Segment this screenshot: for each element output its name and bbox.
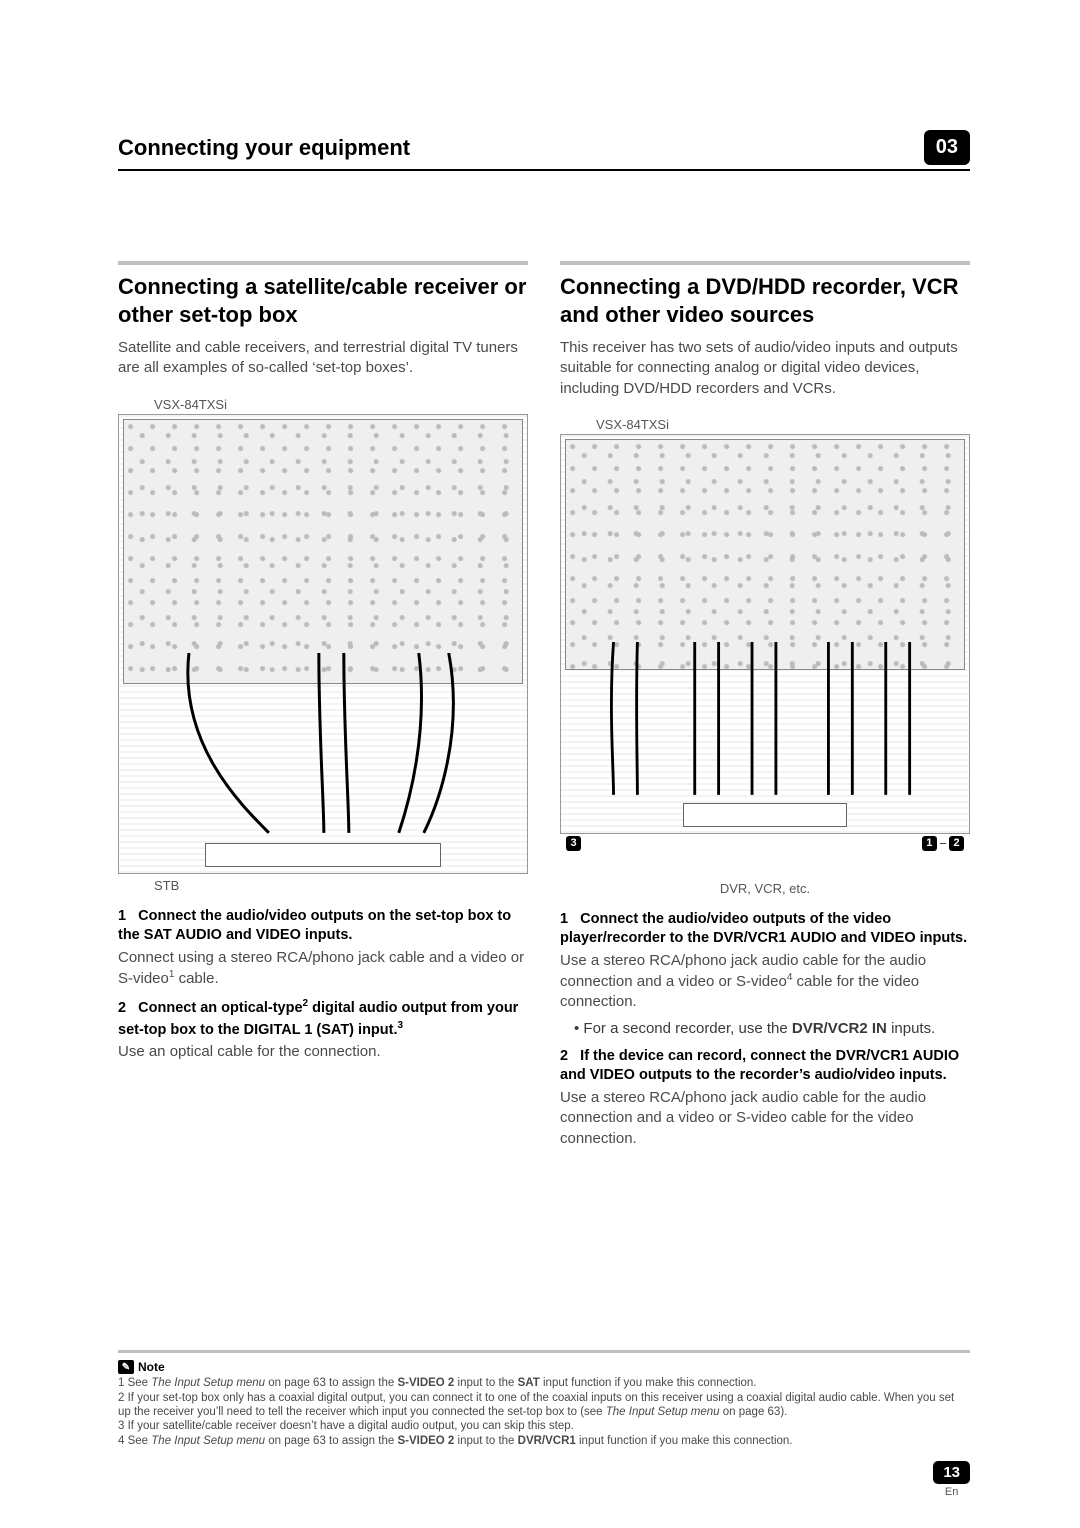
footnote-text: If your satellite/cable receiver doesn’t… xyxy=(128,1420,574,1432)
page-language: En xyxy=(933,1486,970,1498)
page-number: 13 xyxy=(933,1461,970,1484)
step-head: 2 If the device can record, connect the … xyxy=(560,1047,970,1086)
bullet-bold: DVR/VCR2 IN xyxy=(792,1020,887,1037)
note-label: Note xyxy=(138,1360,165,1374)
footnote-1: 1 See The Input Setup menu on page 63 to… xyxy=(118,1376,970,1390)
footnote-text: input to the xyxy=(454,1377,517,1389)
pencil-icon: ✎ xyxy=(118,1360,134,1374)
footnote-text: input to the xyxy=(454,1435,517,1447)
footnote-text: See xyxy=(128,1377,152,1389)
step-body-text: cable. xyxy=(174,970,218,987)
left-figure-box xyxy=(118,414,528,874)
step-title: Connect the audio/video outputs of the v… xyxy=(560,911,967,947)
footnote-text: on page 63 to assign the xyxy=(265,1377,397,1389)
cable-diagram xyxy=(119,653,519,873)
right-step-2: 2 If the device can record, connect the … xyxy=(560,1047,970,1149)
footnote-bold: SAT xyxy=(518,1377,540,1389)
left-step-2: 2 Connect an optical-type2 digital audio… xyxy=(118,997,528,1062)
chapter-number-badge: 03 xyxy=(924,130,970,165)
left-figure: VSX-84TXSi STB xyxy=(118,397,528,893)
left-figure-model-label: VSX-84TXSi xyxy=(154,397,528,412)
step-title-part: Connect an optical-type xyxy=(138,1000,302,1016)
right-step-1: 1 Connect the audio/video outputs of the… xyxy=(560,910,970,1039)
footnote-num: 3 xyxy=(118,1420,124,1432)
right-figure: VSX-84TXSi 3 xyxy=(560,417,970,896)
figure-callout: 3 xyxy=(566,836,581,851)
callout-group: 1 – 2 xyxy=(922,836,964,851)
section-rule xyxy=(560,261,970,265)
footnote-italic: The Input Setup menu xyxy=(606,1406,720,1418)
receiver-back-panel xyxy=(565,439,965,670)
step-number: 2 xyxy=(560,1048,568,1064)
footnote-num: 4 xyxy=(118,1435,124,1447)
footnote-text: See xyxy=(128,1435,152,1447)
bullet-text: For a second recorder, use the xyxy=(583,1020,791,1037)
left-step-1: 1 Connect the audio/video outputs on the… xyxy=(118,907,528,990)
footnote-3: 3 If your satellite/cable receiver doesn… xyxy=(118,1419,970,1433)
figure-callout: 1 xyxy=(922,836,937,851)
footnote-ref: 3 xyxy=(398,1020,404,1031)
footnote-bold: S-VIDEO 2 xyxy=(397,1435,454,1447)
footnote-text: If your set-top box only has a coaxial d… xyxy=(118,1392,954,1418)
step-bullet: For a second recorder, use the DVR/VCR2 … xyxy=(574,1019,970,1039)
stb-device xyxy=(205,843,442,867)
footnote-num: 2 xyxy=(118,1392,124,1404)
step-number: 1 xyxy=(560,911,568,927)
footnote-text: input function if you make this connecti… xyxy=(576,1435,793,1447)
footnotes-block: ✎ Note 1 See The Input Setup menu on pag… xyxy=(118,1350,970,1448)
footnote-2: 2 If your set-top box only has a coaxial… xyxy=(118,1391,970,1420)
figure-callout-row: 3 1 – 2 xyxy=(566,836,964,851)
footnote-4: 4 See The Input Setup menu on page 63 to… xyxy=(118,1434,970,1448)
note-flag: ✎ Note xyxy=(118,1360,165,1374)
receiver-back-panel xyxy=(123,419,523,685)
bullet-text: inputs. xyxy=(887,1020,935,1037)
footnotes-rule xyxy=(118,1350,970,1353)
page-header: Connecting your equipment 03 xyxy=(118,130,970,171)
footnote-text: on page 63 to assign the xyxy=(265,1435,397,1447)
step-title: Connect the audio/video outputs on the s… xyxy=(118,908,511,944)
footnote-bold: S-VIDEO 2 xyxy=(397,1377,454,1389)
step-body: Use a stereo RCA/phono jack audio cable … xyxy=(560,1088,970,1149)
right-intro: This receiver has two sets of audio/vide… xyxy=(560,338,970,399)
step-head: 2 Connect an optical-type2 digital audio… xyxy=(118,997,528,1040)
left-column: Connecting a satellite/cable receiver or… xyxy=(118,261,528,1155)
step-head: 1 Connect the audio/video outputs of the… xyxy=(560,910,970,949)
step-head: 1 Connect the audio/video outputs on the… xyxy=(118,907,528,946)
left-heading: Connecting a satellite/cable receiver or… xyxy=(118,273,528,328)
right-figure-model-label: VSX-84TXSi xyxy=(596,417,970,432)
step-body: Connect using a stereo RCA/phono jack ca… xyxy=(118,948,528,990)
footnote-italic: The Input Setup menu xyxy=(151,1435,265,1447)
step-body: Use an optical cable for the connection. xyxy=(118,1042,528,1062)
footnote-text: on page 63). xyxy=(720,1406,788,1418)
content-columns: Connecting a satellite/cable receiver or… xyxy=(118,261,970,1155)
footnote-italic: The Input Setup menu xyxy=(151,1377,265,1389)
step-number: 1 xyxy=(118,908,126,924)
figure-callout: 2 xyxy=(949,836,964,851)
chapter-title: Connecting your equipment xyxy=(118,135,410,161)
left-intro: Satellite and cable receivers, and terre… xyxy=(118,338,528,379)
footnote-num: 1 xyxy=(118,1377,124,1389)
right-heading: Connecting a DVD/HDD recorder, VCR and o… xyxy=(560,273,970,328)
right-figure-device-label: DVR, VCR, etc. xyxy=(560,881,970,896)
footnote-text: input function if you make this connecti… xyxy=(540,1377,757,1389)
footnote-bold: DVR/VCR1 xyxy=(518,1435,576,1447)
right-figure-box xyxy=(560,434,970,834)
step-number: 2 xyxy=(118,1000,126,1016)
page-footer: 13 En xyxy=(933,1461,970,1498)
right-column: Connecting a DVD/HDD recorder, VCR and o… xyxy=(560,261,970,1155)
step-body: Use a stereo RCA/phono jack audio cable … xyxy=(560,951,970,1013)
section-rule xyxy=(118,261,528,265)
dvr-device xyxy=(683,803,846,827)
left-figure-device-label: STB xyxy=(154,878,528,893)
step-title: If the device can record, connect the DV… xyxy=(560,1048,959,1084)
